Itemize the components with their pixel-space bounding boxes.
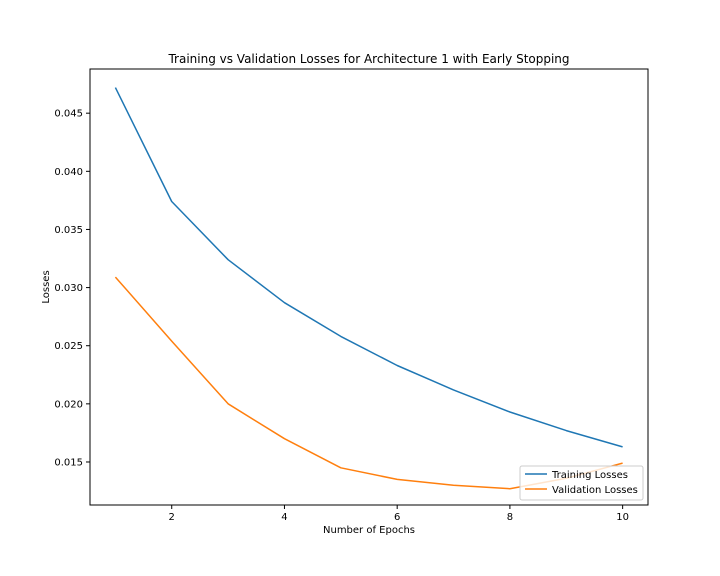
y-tick-label: 0.025: [54, 341, 83, 352]
validation-losses-line: [114, 276, 623, 490]
x-tick-label: 10: [616, 512, 629, 523]
legend-label-validation: Validation Losses: [552, 485, 638, 496]
x-axis-label: Number of Epochs: [323, 525, 415, 536]
y-axis-ticks: 0.015 0.020 0.025 0.030 0.035 0.040 0.045: [54, 109, 90, 468]
y-axis-label: Losses: [41, 270, 52, 303]
x-tick-label: 2: [169, 512, 175, 523]
y-tick-label: 0.035: [54, 225, 83, 236]
training-losses-line: [114, 87, 623, 448]
x-tick-label: 4: [281, 512, 287, 523]
legend-label-training: Training Losses: [551, 470, 628, 481]
y-tick-label: 0.030: [54, 283, 83, 294]
legend-box: [519, 465, 644, 501]
plot-lines: [114, 87, 623, 490]
chart-title: Training vs Validation Losses for Archit…: [167, 52, 569, 66]
y-tick-label: 0.015: [54, 457, 83, 468]
x-axis-ticks: 2 4 6 8 10: [169, 505, 629, 523]
legend: Training Losses Validation Losses: [519, 465, 644, 501]
plot-frame: [89, 68, 649, 506]
x-tick-label: 6: [394, 512, 400, 523]
y-tick-label: 0.045: [54, 109, 83, 120]
x-tick-label: 8: [507, 512, 513, 523]
y-tick-label: 0.020: [54, 399, 83, 410]
y-tick-label: 0.040: [54, 167, 83, 178]
